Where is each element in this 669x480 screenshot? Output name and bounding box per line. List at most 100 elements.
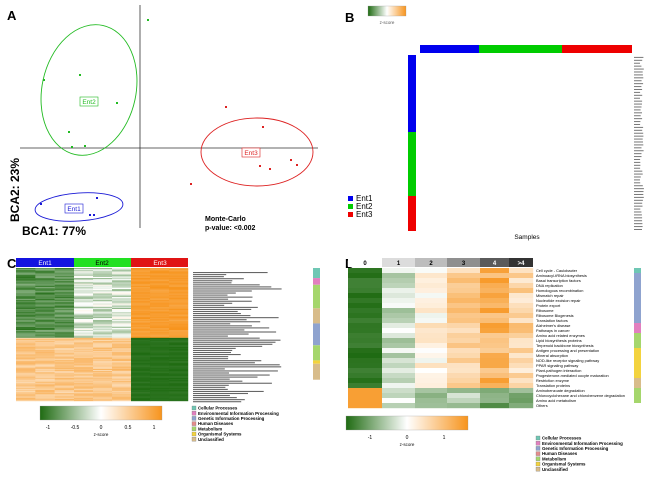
c-cell — [112, 347, 132, 350]
c-cell — [131, 269, 151, 271]
c-cell — [74, 294, 94, 296]
c-cell — [112, 292, 132, 294]
c-cell — [112, 291, 132, 293]
c-cell — [16, 385, 36, 387]
c-cell — [169, 294, 189, 296]
legend-label: Organismal Systems — [542, 462, 586, 467]
c-cell — [35, 303, 55, 305]
c-cell — [54, 281, 75, 283]
d-cell — [415, 353, 448, 359]
c-cell — [16, 345, 36, 347]
d-row-label: Amino acid related enzymes — [536, 333, 585, 338]
c-cell — [150, 357, 170, 360]
c-cell — [16, 399, 36, 402]
c-cell — [54, 317, 75, 320]
c-cell — [16, 305, 36, 307]
c-cell — [112, 382, 132, 384]
d-cell — [509, 343, 534, 349]
c-cell — [54, 366, 75, 368]
d-cell — [382, 293, 416, 299]
c-category-bar — [313, 268, 320, 380]
c-cell — [150, 384, 170, 386]
c-cell — [169, 330, 189, 332]
c-cell — [131, 305, 151, 307]
c-cell — [112, 352, 132, 354]
c-cell — [16, 359, 36, 362]
c-cell — [131, 393, 151, 395]
d-cell — [348, 313, 383, 319]
c-cell — [35, 271, 55, 273]
c-row-label-mark — [193, 321, 261, 323]
c-cell — [150, 296, 170, 299]
c-cell — [74, 334, 94, 336]
b-row-label-mark — [634, 126, 644, 128]
c-cell — [35, 336, 55, 339]
c-cell — [16, 379, 36, 382]
c-cell — [131, 350, 151, 352]
c-cell — [54, 273, 75, 275]
d-cell — [447, 313, 481, 319]
c-cell — [54, 307, 75, 310]
c-cell — [93, 318, 113, 321]
d-cell — [480, 378, 510, 384]
c-cell — [131, 281, 151, 283]
c-cell — [131, 318, 151, 321]
c-cell — [93, 355, 113, 357]
c-cell — [54, 300, 75, 302]
d-cell — [348, 363, 383, 369]
d-category-segment — [634, 378, 641, 388]
d-cell — [480, 393, 510, 399]
c-cell — [131, 395, 151, 397]
d-cell — [382, 368, 416, 374]
c-cell — [112, 396, 132, 398]
c-row-label-mark — [193, 294, 228, 296]
d-cell — [480, 273, 510, 279]
c-cell — [131, 316, 151, 319]
legend-swatch — [535, 451, 541, 456]
c-cell — [169, 343, 189, 345]
c-cell — [54, 321, 75, 323]
c-cell — [54, 323, 75, 325]
c-cell — [131, 341, 151, 343]
d-cell — [348, 293, 383, 299]
c-cell — [93, 316, 113, 319]
c-cell — [150, 381, 170, 383]
c-cell — [54, 303, 75, 305]
c-cell — [54, 389, 75, 392]
axis-y-label: BCA2: 23% — [8, 158, 22, 222]
b-header-ent2 — [479, 45, 562, 53]
c-cell — [131, 283, 151, 285]
d-cell — [415, 293, 448, 299]
c-cell — [16, 369, 36, 372]
c-cell — [169, 352, 189, 354]
c-cell — [16, 316, 36, 319]
c-cell — [112, 384, 132, 386]
d-cell — [415, 313, 448, 319]
d-row-label: Lipid biosynthesis proteins — [536, 338, 582, 343]
c-cell — [169, 393, 189, 395]
c-cell — [169, 344, 189, 346]
c-cell — [16, 300, 36, 302]
c-cell — [93, 315, 113, 317]
d-cell — [509, 358, 534, 364]
svg-text:Ent3: Ent3 — [244, 150, 258, 157]
c-cell — [150, 271, 170, 273]
c-cell — [74, 283, 94, 285]
d-cell — [382, 398, 416, 404]
c-cell — [169, 324, 189, 326]
c-cell — [131, 294, 151, 296]
c-cell — [35, 316, 55, 319]
c-cell — [131, 373, 151, 375]
c-cell — [150, 395, 170, 397]
c-cell — [54, 310, 75, 312]
c-cell — [54, 394, 75, 396]
c-cell — [112, 300, 132, 302]
c-cell — [35, 382, 55, 384]
c-cell — [35, 341, 55, 343]
c-cell — [131, 279, 151, 281]
c-cell — [54, 367, 75, 370]
c-cell — [16, 375, 36, 377]
c-cell — [169, 322, 189, 324]
c-cell — [93, 306, 113, 309]
b-row-label-mark — [634, 88, 643, 90]
